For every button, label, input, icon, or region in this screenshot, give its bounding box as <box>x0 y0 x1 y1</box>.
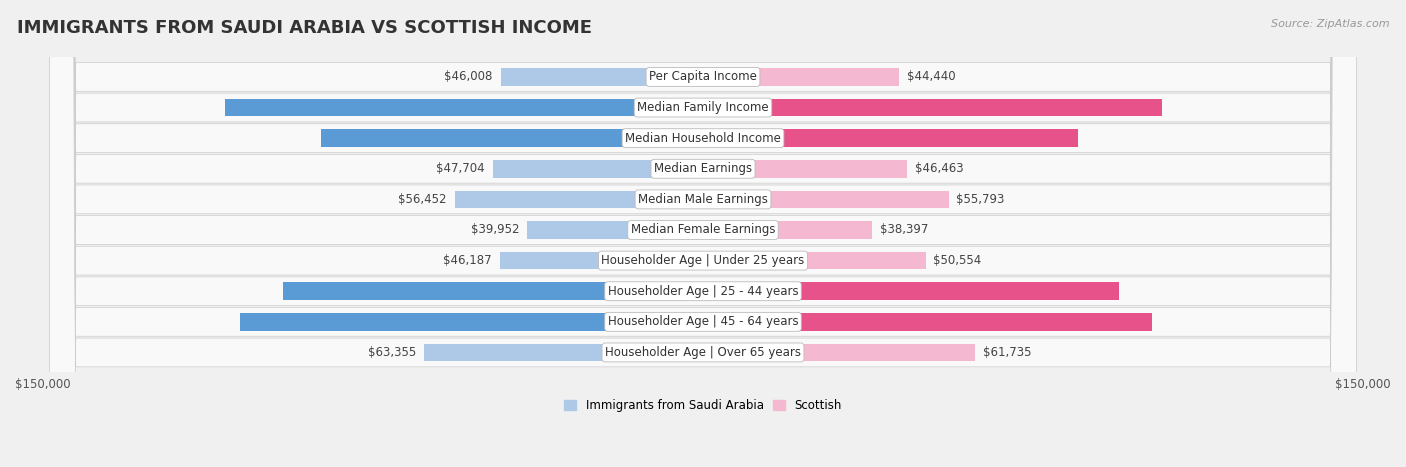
Text: $39,952: $39,952 <box>471 224 519 236</box>
Text: $105,249: $105,249 <box>685 315 747 328</box>
FancyBboxPatch shape <box>49 0 1357 467</box>
Bar <box>527 221 703 239</box>
Bar <box>703 313 1153 331</box>
Text: Source: ZipAtlas.com: Source: ZipAtlas.com <box>1271 19 1389 28</box>
FancyBboxPatch shape <box>49 0 1357 467</box>
Text: $44,440: $44,440 <box>907 71 955 84</box>
Legend: Immigrants from Saudi Arabia, Scottish: Immigrants from Saudi Arabia, Scottish <box>560 395 846 417</box>
Text: $102,123: $102,123 <box>659 315 721 328</box>
Text: $46,187: $46,187 <box>443 254 492 267</box>
FancyBboxPatch shape <box>49 0 1357 467</box>
Bar <box>283 283 703 300</box>
Bar <box>321 129 703 147</box>
Text: $108,544: $108,544 <box>683 101 747 114</box>
Bar <box>703 252 925 269</box>
FancyBboxPatch shape <box>49 0 1357 467</box>
Bar <box>501 68 703 86</box>
Bar <box>225 99 703 116</box>
Text: Median Family Income: Median Family Income <box>637 101 769 114</box>
FancyBboxPatch shape <box>49 0 1357 467</box>
Text: $46,008: $46,008 <box>444 71 492 84</box>
Text: $46,463: $46,463 <box>915 162 965 175</box>
Text: $47,704: $47,704 <box>436 162 485 175</box>
Text: $95,450: $95,450 <box>686 285 740 298</box>
Text: $56,452: $56,452 <box>398 193 447 206</box>
FancyBboxPatch shape <box>49 0 1357 467</box>
Text: Per Capita Income: Per Capita Income <box>650 71 756 84</box>
Text: Median Female Earnings: Median Female Earnings <box>631 224 775 236</box>
Bar <box>425 344 703 361</box>
Bar <box>703 68 898 86</box>
Bar <box>499 252 703 269</box>
Text: $85,101: $85,101 <box>665 132 718 145</box>
Bar <box>703 99 1161 116</box>
Text: $63,355: $63,355 <box>368 346 416 359</box>
Text: $38,397: $38,397 <box>880 224 928 236</box>
Text: $86,875: $86,875 <box>688 132 741 145</box>
FancyBboxPatch shape <box>49 0 1357 467</box>
FancyBboxPatch shape <box>49 0 1357 467</box>
Bar <box>703 283 1119 300</box>
Bar <box>703 344 974 361</box>
Bar <box>703 129 1077 147</box>
Text: $104,288: $104,288 <box>659 101 721 114</box>
Text: $94,622: $94,622 <box>666 285 720 298</box>
FancyBboxPatch shape <box>49 0 1357 467</box>
Text: Median Earnings: Median Earnings <box>654 162 752 175</box>
Text: Householder Age | Under 25 years: Householder Age | Under 25 years <box>602 254 804 267</box>
Text: $50,554: $50,554 <box>934 254 981 267</box>
Text: Householder Age | 25 - 44 years: Householder Age | 25 - 44 years <box>607 285 799 298</box>
Text: Median Household Income: Median Household Income <box>626 132 780 145</box>
Bar <box>703 160 907 177</box>
Bar <box>703 191 949 208</box>
Bar <box>240 313 703 331</box>
Text: Median Male Earnings: Median Male Earnings <box>638 193 768 206</box>
Text: Householder Age | Over 65 years: Householder Age | Over 65 years <box>605 346 801 359</box>
Bar <box>454 191 703 208</box>
Text: $55,793: $55,793 <box>956 193 1005 206</box>
Text: IMMIGRANTS FROM SAUDI ARABIA VS SCOTTISH INCOME: IMMIGRANTS FROM SAUDI ARABIA VS SCOTTISH… <box>17 19 592 37</box>
Text: $61,735: $61,735 <box>983 346 1031 359</box>
Bar <box>494 160 703 177</box>
Bar <box>703 221 872 239</box>
Text: Householder Age | 45 - 64 years: Householder Age | 45 - 64 years <box>607 315 799 328</box>
FancyBboxPatch shape <box>49 0 1357 467</box>
